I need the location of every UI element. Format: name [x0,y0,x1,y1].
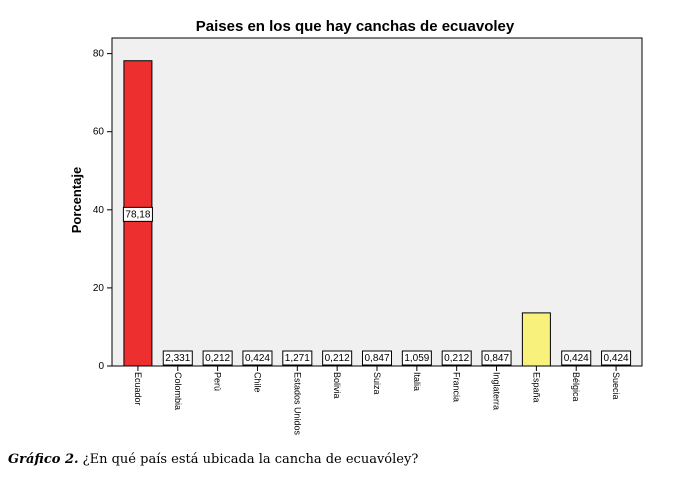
data-label-box [361,350,393,366]
data-labels: Ecuador 78,18 Colombia 2,331 Perú 0,212 Chile 0… [122,206,632,436]
data-label-box [601,350,632,366]
x-tick-label: Bolivia [332,372,342,399]
x-tick-label: Francia [452,372,462,402]
axes: 0 20 40 60 80 [93,49,112,372]
data-label: 0,212 [205,353,230,364]
data-label: 1,271 [285,353,310,364]
data-label: 0,424 [245,353,270,364]
y-tick-label: 80 [93,49,105,60]
chart-title: Paises en los que hay canchas de ecuavol… [196,18,515,35]
figure-caption: Gráfico 2. ¿En qué país está ubicada la … [8,452,418,467]
data-label: 2,331 [165,353,190,364]
data-label: 78,18 [125,209,150,220]
y-tick-label: 0 [98,361,104,372]
plot-area [111,37,643,367]
x-tick-label: Italia [412,372,422,391]
y-tick-label: 60 [93,127,105,138]
x-tick-label: Suiza [372,372,382,395]
data-label-box [401,350,432,366]
x-tick-label: Chile [252,372,262,393]
data-label-box [481,350,512,366]
data-label: 0,847 [484,353,509,364]
data-label-box [242,350,273,366]
y-axis-label: Porcentaje [69,167,84,233]
x-tick-label: Bélgica [571,372,581,402]
data-label-box [162,350,193,366]
y-tick-label: 20 [93,283,105,294]
caption-lead: Gráfico 2. [8,452,79,467]
x-tick-label: España [531,372,541,403]
data-label-box [322,350,353,366]
x-tick-label: Perú [213,372,223,391]
data-label: 0,212 [444,353,469,364]
x-tick-label: Estados Unidos [292,372,302,436]
data-label-box [202,350,233,366]
x-tick-label: Colombia [173,372,183,410]
y-tick-label: 40 [93,205,105,216]
caption-text: ¿En qué país está ubicada la cancha de e… [78,452,419,467]
data-label: 0,424 [564,353,589,364]
data-label: 1,059 [404,353,429,364]
x-tick-label: Inglaterra [492,372,502,410]
data-label-box [122,206,153,222]
data-label-box [441,350,472,366]
x-tick-label: Ecuador [133,372,143,406]
data-label-box [282,350,313,366]
data-label: 0,424 [604,353,629,364]
x-tick-label: Suecia [611,372,621,400]
bar-chart: Paises en los que hay canchas de ecuavol… [69,18,643,436]
data-label: 0,212 [325,353,350,364]
data-label: 0,847 [364,353,389,364]
bar [521,312,551,367]
data-label-box [561,350,592,366]
